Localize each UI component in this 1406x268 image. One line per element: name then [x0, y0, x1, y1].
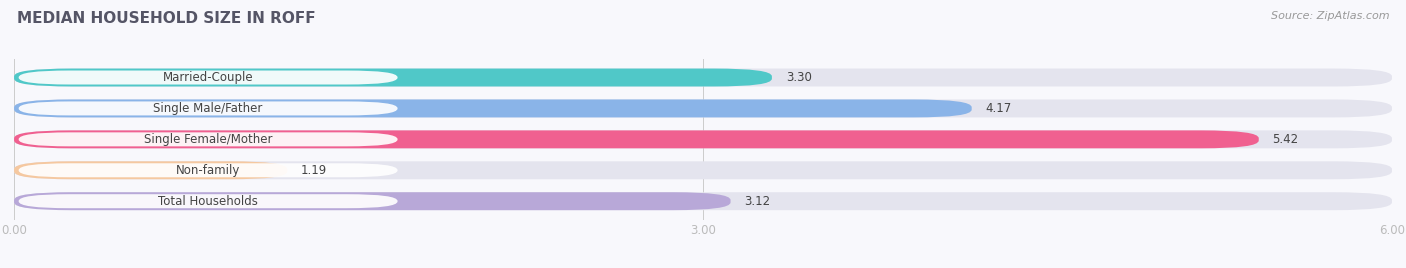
FancyBboxPatch shape [14, 192, 731, 210]
Text: Non-family: Non-family [176, 164, 240, 177]
Text: Source: ZipAtlas.com: Source: ZipAtlas.com [1271, 11, 1389, 21]
FancyBboxPatch shape [18, 102, 398, 116]
FancyBboxPatch shape [14, 161, 287, 179]
FancyBboxPatch shape [14, 161, 1392, 179]
FancyBboxPatch shape [14, 99, 972, 117]
Text: Total Households: Total Households [157, 195, 259, 208]
FancyBboxPatch shape [14, 69, 772, 87]
FancyBboxPatch shape [14, 192, 1392, 210]
FancyBboxPatch shape [18, 194, 398, 208]
FancyBboxPatch shape [14, 131, 1392, 148]
FancyBboxPatch shape [14, 69, 1392, 87]
Text: MEDIAN HOUSEHOLD SIZE IN ROFF: MEDIAN HOUSEHOLD SIZE IN ROFF [17, 11, 315, 26]
FancyBboxPatch shape [18, 70, 398, 84]
Text: 1.19: 1.19 [301, 164, 328, 177]
FancyBboxPatch shape [18, 132, 398, 146]
Text: 3.12: 3.12 [744, 195, 770, 208]
Text: 5.42: 5.42 [1272, 133, 1299, 146]
FancyBboxPatch shape [14, 131, 1258, 148]
FancyBboxPatch shape [14, 99, 1392, 117]
Text: Single Male/Father: Single Male/Father [153, 102, 263, 115]
Text: Single Female/Mother: Single Female/Mother [143, 133, 273, 146]
Text: Married-Couple: Married-Couple [163, 71, 253, 84]
FancyBboxPatch shape [18, 163, 398, 177]
Text: 4.17: 4.17 [986, 102, 1012, 115]
Text: 3.30: 3.30 [786, 71, 811, 84]
